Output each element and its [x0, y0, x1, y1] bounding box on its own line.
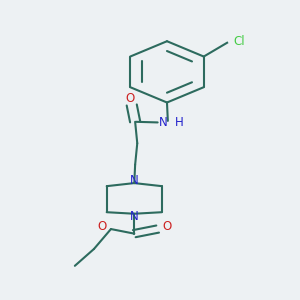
Text: N: N: [130, 174, 139, 187]
Text: Cl: Cl: [233, 35, 245, 48]
Text: O: O: [125, 92, 134, 105]
Text: N: N: [130, 210, 139, 223]
Text: O: O: [97, 220, 106, 233]
Text: H: H: [175, 116, 184, 129]
Text: O: O: [162, 220, 172, 233]
Text: N: N: [159, 116, 168, 129]
